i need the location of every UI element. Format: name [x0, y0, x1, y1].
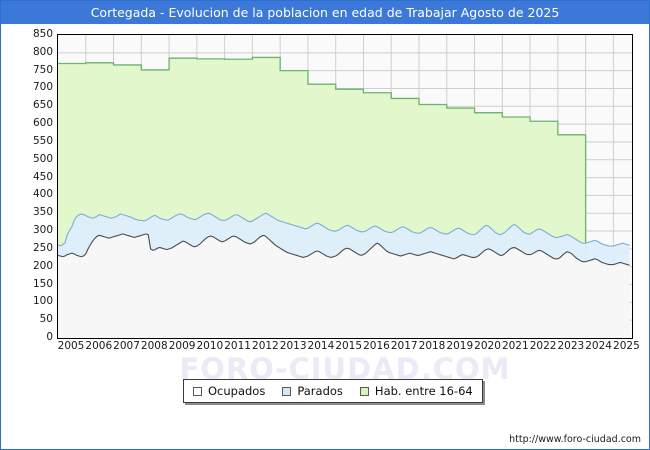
x-tick-2009: 2009 — [168, 340, 196, 352]
x-tick-2020: 2020 — [474, 340, 501, 352]
window-title-bar: Cortegada - Evolucion de la poblacion en… — [1, 1, 649, 24]
y-tick-300: 300 — [32, 224, 53, 237]
legend-swatch-ocupados — [193, 386, 202, 396]
legend-label-hab-16-64: Hab. entre 16-64 — [374, 384, 473, 398]
x-tick-2024: 2024 — [585, 340, 612, 352]
x-axis-labels: 2005 2006 2007 2008 2009 2010 2011 2012 2013 2014… — [57, 340, 640, 356]
line-hab-16-64 — [58, 56, 586, 136]
x-tick-2006: 2006 — [85, 340, 113, 352]
line-parados — [58, 212, 630, 247]
y-tick-150: 150 — [32, 277, 53, 290]
y-tick-650: 650 — [32, 99, 53, 112]
x-tick-2019: 2019 — [446, 340, 474, 352]
y-axis-labels: 850 800 750 700 650 600 550 500 450 400 350 300 250 2… — [1, 29, 53, 343]
x-tick-2016: 2016 — [363, 340, 390, 352]
x-tick-2022: 2022 — [529, 340, 557, 352]
x-tick-2012: 2012 — [252, 340, 279, 352]
x-tick-2025: 2025 — [613, 340, 640, 352]
x-tick-2023: 2023 — [557, 340, 585, 352]
y-tick-700: 700 — [32, 81, 53, 94]
x-tick-2008: 2008 — [140, 340, 168, 352]
legend-item-ocupados[interactable]: Ocupados — [193, 384, 265, 398]
y-tick-100: 100 — [32, 295, 53, 308]
y-tick-250: 250 — [32, 241, 53, 254]
x-tick-2018: 2018 — [418, 340, 446, 352]
y-tick-0: 0 — [46, 331, 53, 343]
y-tick-450: 450 — [32, 170, 53, 183]
x-tick-2007: 2007 — [113, 340, 140, 352]
legend-label-ocupados: Ocupados — [208, 384, 266, 398]
chart-legend: Ocupados Parados Hab. entre 16-64 — [183, 379, 483, 403]
x-tick-2005: 2005 — [57, 340, 85, 352]
x-tick-2010: 2010 — [196, 340, 224, 352]
y-tick-600: 600 — [32, 117, 53, 130]
plot-area — [57, 34, 633, 339]
legend-item-hab-16-64[interactable]: Hab. entre 16-64 — [359, 384, 473, 398]
y-tick-750: 750 — [32, 63, 53, 76]
legend-swatch-parados — [282, 386, 292, 396]
legend-item-parados[interactable]: Parados — [282, 384, 343, 398]
y-tick-50: 50 — [39, 313, 53, 326]
x-tick-2015: 2015 — [335, 340, 363, 352]
y-tick-850: 850 — [32, 28, 53, 40]
legend-swatch-hab-16-64 — [359, 386, 369, 396]
y-tick-800: 800 — [32, 45, 53, 58]
y-tick-550: 550 — [32, 134, 53, 147]
plot-svg — [58, 35, 632, 338]
y-tick-350: 350 — [32, 206, 53, 219]
line-ocupados — [58, 233, 630, 266]
chart-canvas: 850 800 750 700 650 600 550 500 450 400 350 300 250 2… — [1, 24, 649, 449]
page-title: Cortegada - Evolucion de la poblacion en… — [90, 5, 560, 20]
source-url: http://www.foro-ciudad.com — [509, 434, 641, 445]
x-tick-2021: 2021 — [501, 340, 529, 352]
x-tick-2014: 2014 — [307, 340, 335, 352]
x-tick-2011: 2011 — [224, 340, 251, 352]
x-tick-2017: 2017 — [390, 340, 418, 352]
y-tick-200: 200 — [32, 259, 53, 272]
x-tick-2013: 2013 — [279, 340, 307, 352]
legend-label-parados: Parados — [297, 384, 343, 398]
area-below-ocupados — [58, 233, 630, 338]
y-tick-500: 500 — [32, 152, 53, 165]
y-tick-400: 400 — [32, 188, 53, 201]
